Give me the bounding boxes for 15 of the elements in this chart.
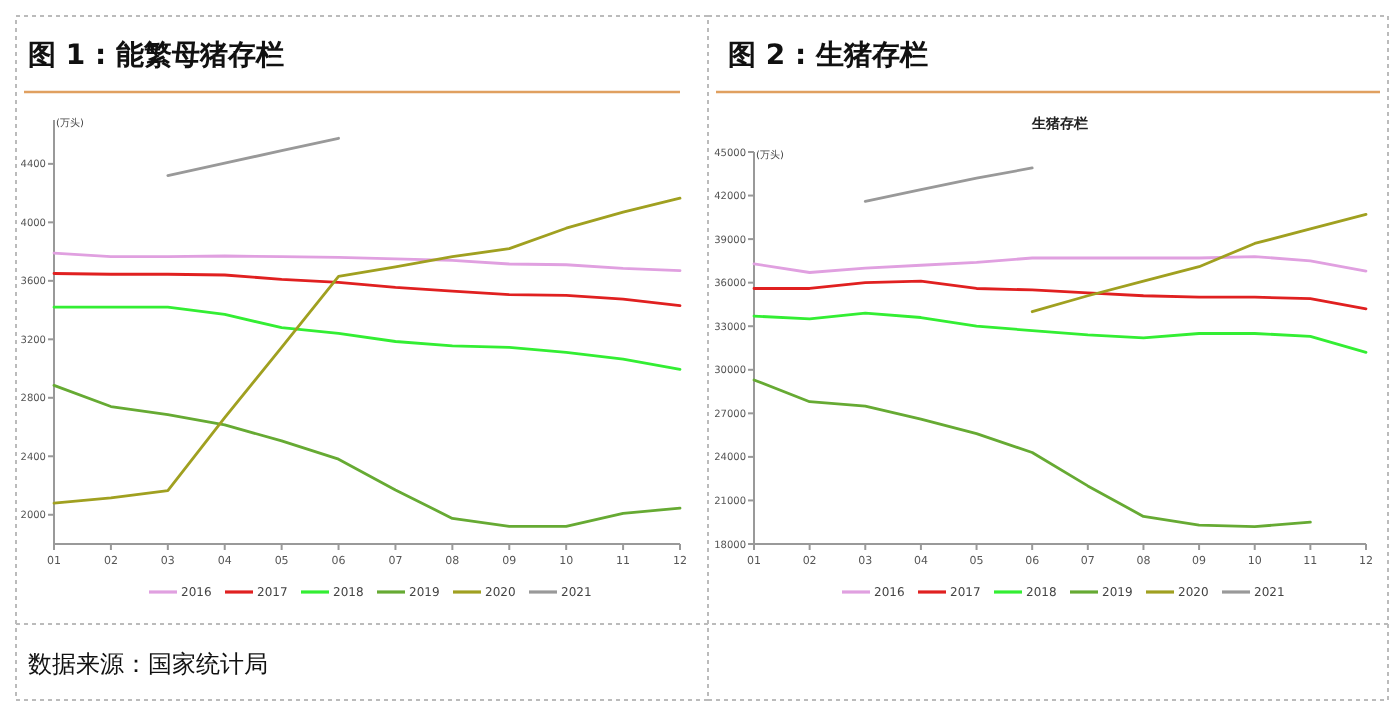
line-series [1030,213,1368,314]
line-series [52,196,682,505]
line-series [166,136,340,177]
line-series [863,166,1034,203]
line-series [52,251,682,272]
chart-title: 图 1 : 能繁母猪存栏 [28,40,284,72]
line-series [52,272,682,308]
line-series [752,255,1368,274]
line-series [752,378,1312,528]
line-series [52,305,682,371]
line-series [752,279,1368,311]
chart-title: 图 2 : 生猪存栏 [728,40,928,72]
source-note: 数据来源：国家统计局 [28,650,268,678]
line-series [752,311,1368,354]
line-series [52,383,682,528]
